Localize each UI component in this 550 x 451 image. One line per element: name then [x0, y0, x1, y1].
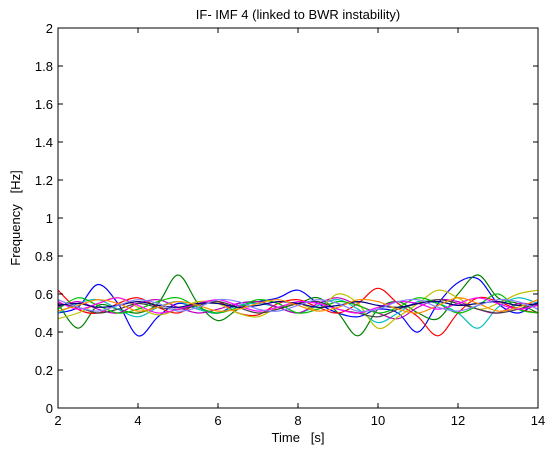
y-tick-label: 0.2: [35, 363, 53, 378]
x-tick-label: 6: [214, 413, 221, 428]
y-axis: 0 0.2 0.4 0.6 0.8 1 1.2 1.4 1.6 1.8 2: [35, 21, 538, 416]
series-line-9: [58, 297, 538, 314]
y-axis-label: Frequency [Hz]: [8, 170, 23, 265]
x-tick-label: 2: [54, 413, 61, 428]
y-tick-label: 1.6: [35, 97, 53, 112]
series-layer: [58, 274, 538, 337]
series-line-8: [58, 293, 538, 314]
y-tick-label: 1.8: [35, 59, 53, 74]
x-tick-label: 8: [294, 413, 301, 428]
x-tick-label: 4: [134, 413, 141, 428]
y-tick-label: 2: [46, 21, 53, 36]
x-tick-label: 12: [451, 413, 465, 428]
y-tick-label: 1.4: [35, 135, 53, 150]
y-tick-label: 1.2: [35, 173, 53, 188]
x-axis: 2 4 6 8 10 12 14: [54, 28, 545, 428]
y-tick-label: 0.4: [35, 325, 53, 340]
y-tick-label: 0.6: [35, 287, 53, 302]
series-line-10: [58, 300, 538, 308]
series-line-12: [58, 298, 538, 313]
plot-frame: [57, 27, 539, 409]
y-tick-label: 1: [46, 211, 53, 226]
y-tick-label: 0.8: [35, 249, 53, 264]
series-line-1: [58, 276, 538, 337]
y-tick-label: 0: [46, 401, 53, 416]
x-tick-label: 14: [531, 413, 545, 428]
x-tick-label: 10: [371, 413, 385, 428]
chart-title: IF- IMF 4 (linked to BWR instability): [196, 7, 400, 22]
x-axis-label: Time [s]: [272, 430, 325, 445]
